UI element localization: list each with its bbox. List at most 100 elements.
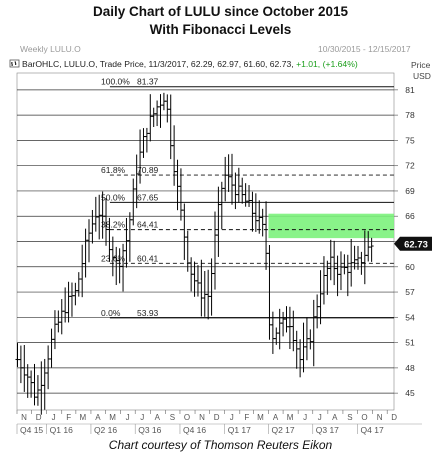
x-month-label: O — [184, 413, 190, 422]
fib-pct-label: 0.0% — [101, 308, 121, 318]
x-month-label: M — [80, 413, 87, 422]
fib-price-label: 67.65 — [137, 192, 159, 202]
ohlc-bar — [281, 311, 286, 337]
ohlc-bar — [168, 94, 173, 160]
ohlc-bar — [42, 358, 47, 410]
x-quarter-label: Q4 15 — [20, 425, 43, 435]
ohlc-bar — [328, 239, 333, 281]
legend-change: +1.01, (+1.64%) — [296, 59, 358, 69]
ohlc-bar — [301, 322, 306, 373]
x-month-label: F — [66, 413, 71, 422]
y-tick-label: 48 — [405, 363, 415, 373]
y-tick-label: 60 — [405, 262, 415, 272]
fib-price-label: 70.89 — [137, 165, 159, 175]
ohlc-bar — [257, 200, 262, 234]
y-tick-label: 75 — [405, 135, 415, 145]
ohlc-bar — [345, 254, 350, 297]
ohlc-bar-icon — [11, 61, 17, 66]
ohlc-bar — [155, 100, 160, 127]
ohlc-bar — [73, 282, 78, 306]
ohlc-bar — [352, 245, 357, 270]
x-month-label: D — [214, 413, 220, 422]
ohlc-bar — [90, 209, 95, 244]
chart-title-line1: Daily Chart of LULU since October 2015 — [92, 4, 349, 19]
ohlc-bar — [291, 310, 296, 352]
y-tick-label: 57 — [405, 287, 415, 297]
legend-line: BarOHLC, LULU.O, Trade Price, 11/3/2017,… — [9, 59, 358, 69]
x-month-label: S — [347, 413, 352, 422]
ohlc-bar — [362, 230, 367, 285]
fib-price-label: 81.37 — [137, 77, 159, 87]
ohlc-bar — [230, 153, 235, 205]
ohlc-bar — [138, 129, 143, 184]
ohlc-bar — [18, 345, 23, 384]
x-month-label: N — [377, 413, 383, 422]
ohlc-bar — [59, 299, 64, 335]
price-axis-unit: USD — [413, 71, 431, 81]
x-month-label: J — [318, 413, 322, 422]
ohlc-bar — [49, 328, 54, 368]
ohlc-bar — [46, 345, 51, 390]
y-tick-label: 66 — [405, 211, 415, 221]
ohlc-bar — [32, 363, 37, 406]
chart-caption: Chart courtesy of Thomson Reuters Eikon — [108, 438, 333, 452]
ohlc-bar — [39, 361, 44, 415]
last-price-label: 62.73 — [404, 239, 428, 250]
ohlc-bar — [93, 196, 98, 232]
x-month-label: A — [95, 413, 101, 422]
window-label: Weekly LULU.O — [20, 44, 81, 54]
x-month-label: S — [170, 413, 175, 422]
ohlc-bar — [260, 208, 265, 237]
x-quarter-label: Q1 17 — [228, 425, 251, 435]
y-tick-label: 69 — [405, 186, 415, 196]
ohlc-bar — [141, 128, 146, 158]
ohlc-bar — [66, 281, 71, 323]
ohlc-bar — [199, 259, 204, 317]
ohlc-bar — [212, 211, 217, 290]
x-month-label: D — [36, 413, 42, 422]
ohlc-bar — [311, 299, 316, 367]
ohlc-bar — [223, 156, 228, 202]
ohlc-bar — [250, 191, 255, 232]
y-tick-label: 54 — [405, 312, 415, 322]
ohlc-bar — [29, 370, 34, 398]
fib-price-label: 53.93 — [137, 308, 159, 318]
x-month-label: J — [52, 413, 56, 422]
x-month-label: J — [230, 413, 234, 422]
x-month-label: M — [109, 413, 116, 422]
chart-title-line2: With Fibonacci Levels — [149, 22, 292, 37]
fib-pct-label: 38.2% — [101, 220, 126, 230]
x-quarter-label: Q3 17 — [316, 425, 339, 435]
last-price-tag — [394, 236, 432, 251]
x-month-label: A — [273, 413, 279, 422]
ohlc-bar — [308, 329, 313, 350]
ohlc-bar — [56, 310, 61, 333]
ohlc-bar — [356, 245, 361, 270]
ohlc-bar — [127, 212, 132, 262]
ohlc-bar — [216, 186, 221, 257]
y-tick-label: 72 — [405, 161, 415, 171]
y-tick-label: 78 — [405, 110, 415, 120]
ohlc-bar — [15, 343, 20, 367]
price-axis-title: Price — [411, 60, 431, 70]
ohlc-bar — [264, 201, 269, 270]
legend-toggle-icon[interactable] — [9, 59, 20, 68]
y-tick-label: 51 — [405, 338, 415, 348]
ohlc-bar — [185, 230, 190, 272]
ohlc-bar — [86, 219, 91, 263]
ohlc-bar — [338, 251, 343, 291]
x-month-label: M — [287, 413, 294, 422]
ohlc-bar — [294, 330, 299, 369]
x-month-label: O — [361, 413, 367, 422]
fibonacci-highlight-zone — [268, 213, 394, 239]
ohlc-bar — [76, 272, 81, 297]
ohlc-bar — [69, 282, 74, 317]
legend-text: BarOHLC, LULU.O, Trade Price, 11/3/2017,… — [22, 59, 294, 69]
fib-price-label: 64.41 — [137, 220, 159, 230]
x-quarter-label: Q3 16 — [138, 425, 161, 435]
ohlc-bar — [206, 269, 211, 320]
ohlc-bar — [342, 254, 347, 275]
ohlc-bar — [189, 257, 194, 292]
ohlc-bar — [148, 94, 153, 142]
